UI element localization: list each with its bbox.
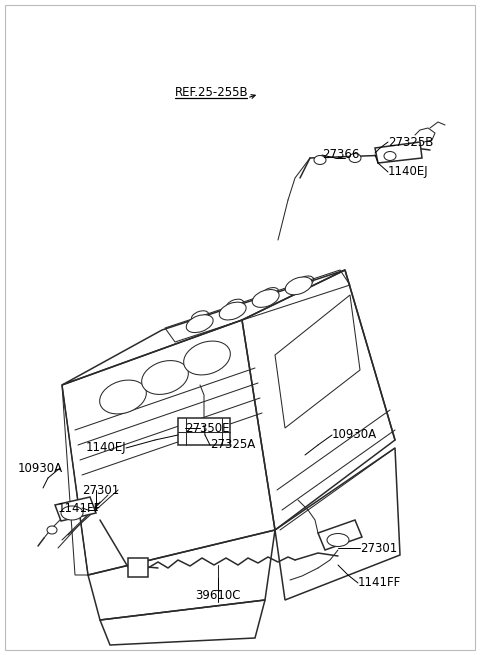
Ellipse shape (349, 153, 361, 162)
Ellipse shape (184, 341, 230, 375)
Text: 39610C: 39610C (195, 589, 241, 602)
Text: 1141FF: 1141FF (358, 576, 401, 590)
Text: 27366: 27366 (322, 149, 360, 162)
Ellipse shape (252, 290, 279, 307)
Polygon shape (178, 418, 230, 445)
Ellipse shape (47, 526, 57, 534)
Text: 10930A: 10930A (18, 462, 63, 474)
Ellipse shape (219, 302, 246, 320)
Text: 10930A: 10930A (332, 428, 377, 441)
Ellipse shape (100, 380, 146, 414)
Text: 1140EJ: 1140EJ (85, 441, 126, 455)
Text: 27325B: 27325B (388, 136, 433, 149)
Ellipse shape (314, 155, 326, 164)
Ellipse shape (186, 315, 213, 333)
Polygon shape (318, 520, 362, 550)
Text: 27301: 27301 (82, 483, 119, 496)
Text: 1140EJ: 1140EJ (388, 166, 429, 179)
Ellipse shape (285, 277, 312, 295)
Text: 27301: 27301 (360, 542, 397, 555)
Text: REF.25-255B: REF.25-255B (175, 86, 249, 100)
Ellipse shape (142, 360, 188, 394)
Polygon shape (55, 497, 96, 521)
Text: 27350E: 27350E (185, 422, 229, 434)
Polygon shape (128, 558, 148, 577)
Ellipse shape (61, 506, 83, 520)
Ellipse shape (384, 151, 396, 160)
Polygon shape (375, 142, 422, 163)
Text: 27325A: 27325A (210, 438, 255, 451)
Ellipse shape (327, 534, 349, 546)
Text: 1141FF: 1141FF (58, 502, 101, 514)
